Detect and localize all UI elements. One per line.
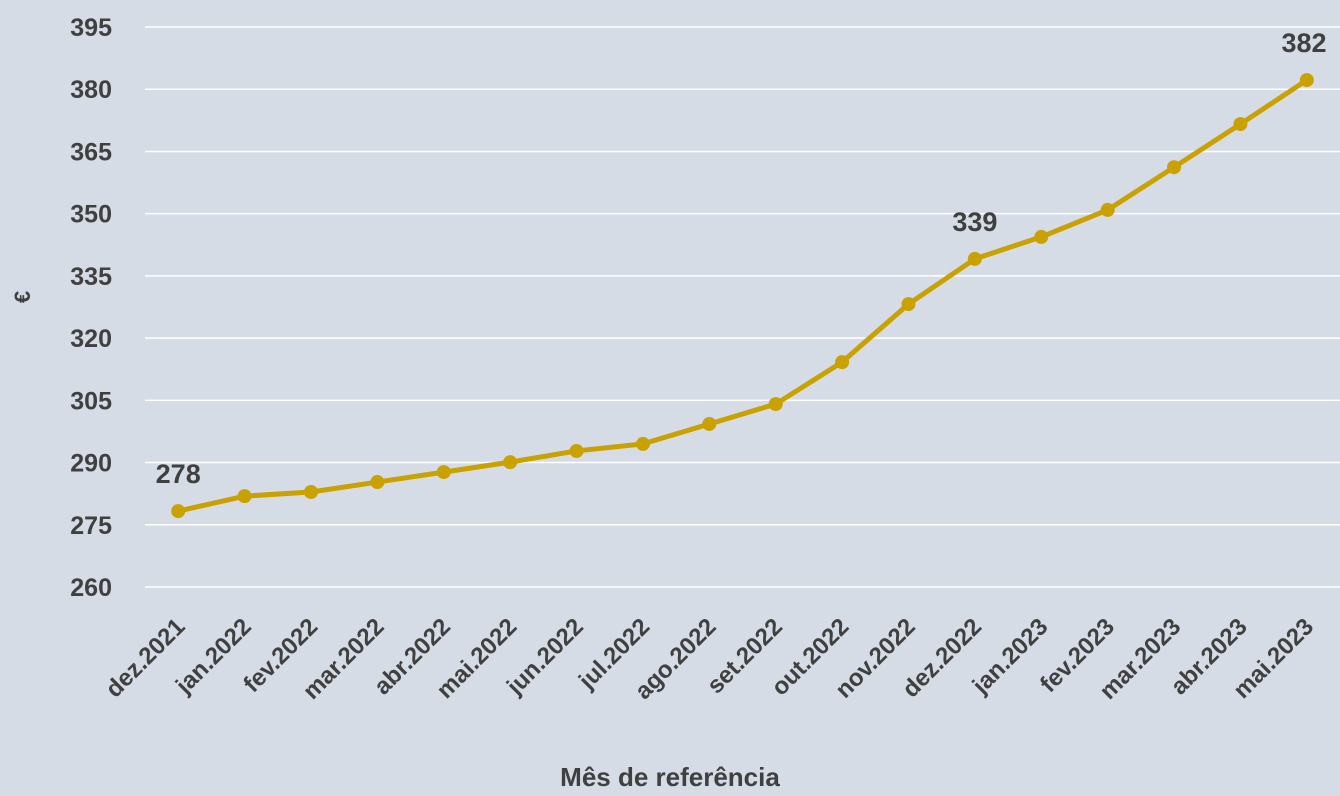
x-tick-label: dez.2021: [101, 613, 191, 703]
marker: [967, 251, 982, 266]
marker: [370, 475, 385, 490]
y-tick-label: 350: [70, 201, 112, 229]
y-tick-label: 380: [70, 76, 112, 104]
marker: [503, 455, 518, 470]
y-tick-label: 320: [70, 325, 112, 353]
data-label: 339: [952, 207, 997, 237]
y-axis-title: €: [10, 291, 35, 303]
marker: [901, 297, 916, 312]
marker: [1100, 202, 1115, 217]
marker: [635, 436, 650, 451]
marker: [436, 465, 451, 480]
marker: [303, 485, 318, 500]
y-tick-label: 275: [70, 512, 112, 540]
marker: [1034, 229, 1049, 244]
marker: [1167, 160, 1182, 175]
x-axis-title: Mês de referência: [560, 762, 780, 792]
data-label: 278: [156, 459, 201, 489]
marker: [768, 397, 783, 412]
y-tick-label: 305: [70, 387, 112, 415]
marker: [171, 504, 186, 519]
y-tick-label: 290: [70, 450, 112, 478]
y-tick-label: 365: [70, 138, 112, 166]
line: [177, 78, 1309, 514]
y-tick-label: 260: [70, 574, 112, 602]
y-tick-label: 395: [70, 14, 112, 42]
data-label: 382: [1281, 28, 1326, 58]
marker: [702, 416, 717, 431]
marker: [1299, 73, 1314, 88]
marker: [237, 489, 252, 504]
marker: [569, 443, 584, 458]
marker: [1233, 117, 1248, 132]
marker: [835, 355, 850, 370]
y-tick-label: 335: [70, 263, 112, 291]
